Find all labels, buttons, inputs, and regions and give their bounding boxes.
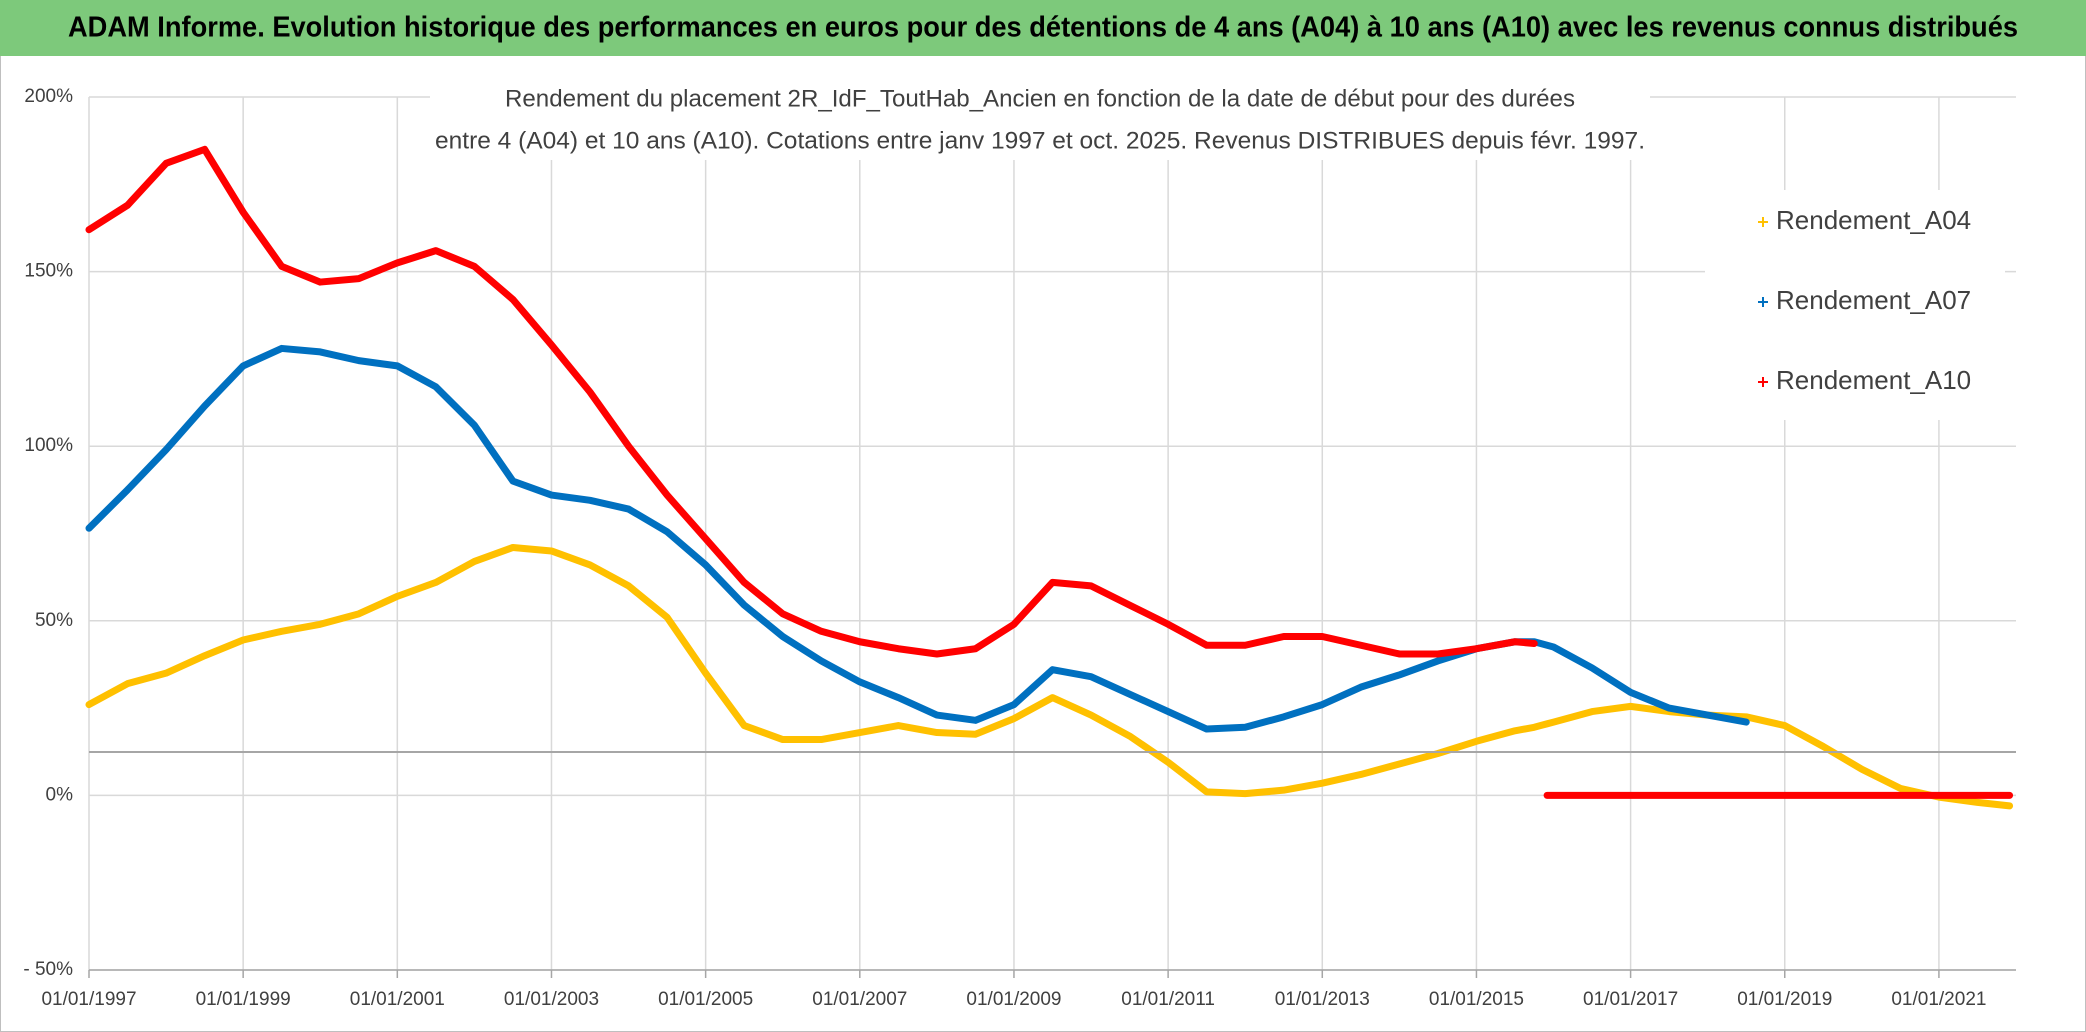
x-tick-label: 01/01/2017 bbox=[1583, 989, 1678, 1010]
x-tick-label: 01/01/2015 bbox=[1429, 989, 1524, 1010]
x-tick-label: 01/01/2005 bbox=[658, 989, 753, 1010]
legend-marker bbox=[1758, 297, 1768, 307]
legend-marker bbox=[1758, 377, 1768, 387]
x-tick-label: 01/01/1999 bbox=[196, 989, 291, 1010]
x-tick-label: 01/01/2019 bbox=[1737, 989, 1832, 1010]
legend-label: Rendement_A07 bbox=[1776, 285, 1971, 315]
subtitle-background bbox=[430, 82, 1650, 160]
plot-background bbox=[89, 97, 2016, 970]
x-tick-label: 01/01/2007 bbox=[812, 989, 907, 1010]
legend-background bbox=[1705, 190, 2005, 420]
x-tick-label: 01/01/2003 bbox=[504, 989, 599, 1010]
y-tick-label: 100% bbox=[24, 435, 73, 456]
y-tick-label: 200% bbox=[24, 86, 73, 107]
x-tick-label: 01/01/2021 bbox=[1891, 989, 1986, 1010]
legend-marker bbox=[1758, 217, 1768, 227]
header-bar bbox=[0, 0, 2086, 56]
chart-title: Rendement du placement 2R_IdF_ToutHab_An… bbox=[505, 85, 1575, 112]
y-tick-label: - 50% bbox=[23, 959, 73, 980]
x-tick-label: 01/01/2001 bbox=[350, 989, 445, 1010]
legend-label: Rendement_A10 bbox=[1776, 365, 1971, 395]
x-tick-label: 01/01/1997 bbox=[41, 989, 136, 1010]
y-tick-label: 0% bbox=[46, 784, 74, 805]
x-tick-label: 01/01/2009 bbox=[966, 989, 1061, 1010]
y-tick-label: 50% bbox=[35, 610, 73, 631]
x-tick-label: 01/01/2013 bbox=[1275, 989, 1370, 1010]
header-title: ADAM Informe. Evolution historique des p… bbox=[68, 12, 2018, 44]
data-line bbox=[85, 145, 1538, 658]
y-tick-label: 150% bbox=[24, 261, 73, 282]
legend: Rendement_A04 Rendement_A07 Rendement_A10 bbox=[1705, 190, 2005, 420]
legend-label: Rendement_A04 bbox=[1776, 205, 1971, 235]
x-tick-label: 01/01/2011 bbox=[1121, 989, 1215, 1010]
chart-title: entre 4 (A04) et 10 ans (A10). Cotations… bbox=[435, 127, 1645, 154]
